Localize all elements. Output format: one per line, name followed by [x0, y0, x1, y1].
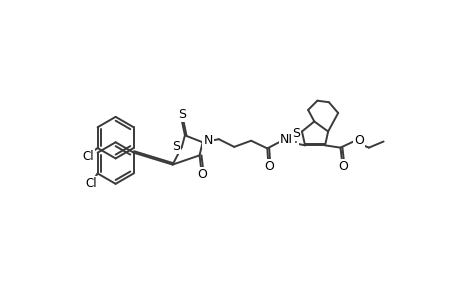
Text: Cl: Cl — [83, 150, 94, 163]
Text: O: O — [337, 160, 347, 173]
Text: O: O — [263, 160, 273, 173]
Text: S: S — [172, 140, 180, 153]
Text: O: O — [353, 134, 363, 147]
Text: Cl: Cl — [85, 177, 96, 190]
Text: S: S — [291, 127, 299, 140]
Text: NH: NH — [279, 133, 297, 146]
Text: S: S — [178, 108, 185, 121]
Text: O: O — [196, 168, 207, 181]
Text: N: N — [203, 134, 212, 147]
